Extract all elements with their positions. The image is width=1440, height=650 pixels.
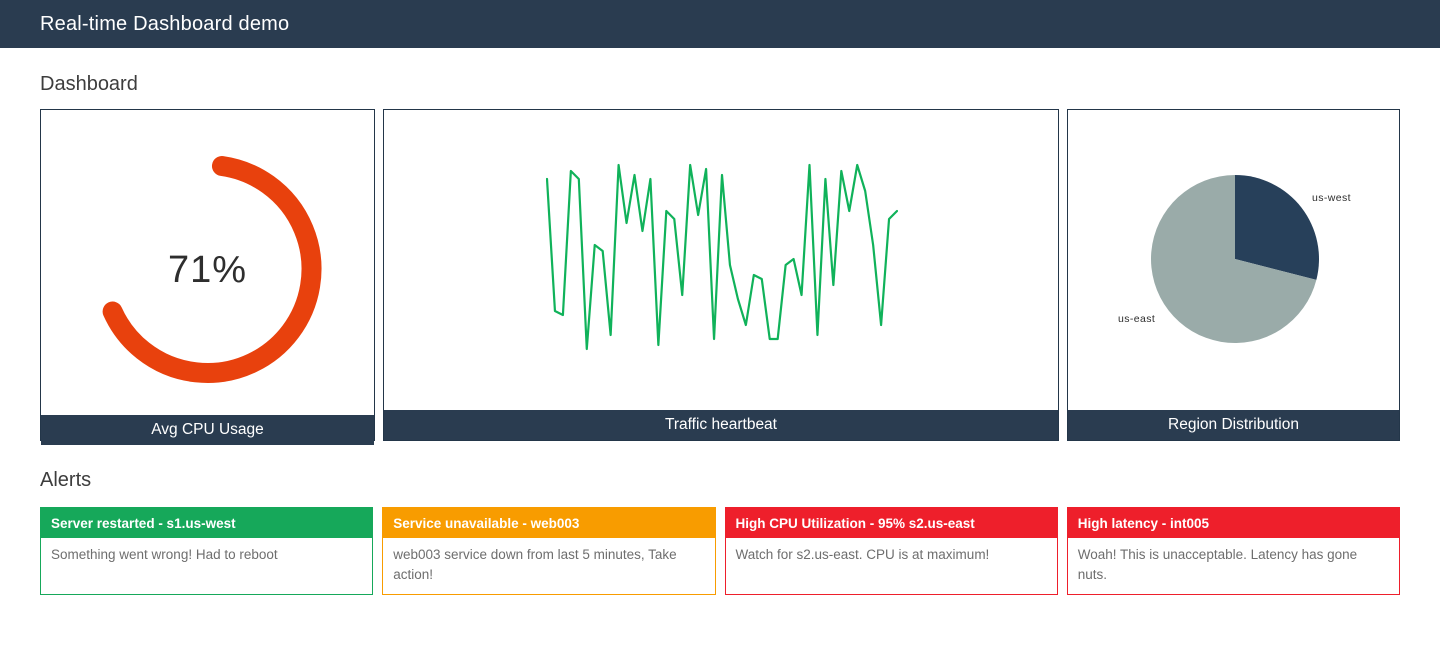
pie-label-us-east: us-east (1118, 313, 1156, 325)
gauge-value: 71% (167, 249, 248, 291)
alert-message: Woah! This is unacceptable. Latency has … (1077, 547, 1358, 582)
region-pie-chart (1150, 175, 1319, 343)
app-title: Real-time Dashboard demo (40, 12, 290, 35)
main-content: Dashboard 71% Avg CPU Usage Traffic hear… (0, 73, 1440, 595)
section-title-dashboard: Dashboard (40, 73, 138, 95)
alert-title: High latency - int005 (1067, 508, 1399, 538)
alert-card-high-cpu: High CPU Utilization - 95% s2.us-east Wa… (724, 507, 1058, 595)
alert-title: High CPU Utilization - 95% s2.us-east (725, 508, 1057, 538)
alert-message: web003 service down from last 5 minutes,… (393, 547, 677, 582)
alert-card-high-latency: High latency - int005 Woah! This is unac… (1066, 507, 1400, 595)
alert-card-service-unavailable: Service unavailable - web003 web003 serv… (382, 507, 716, 595)
traffic-heartbeat-body (384, 110, 1058, 410)
app-header: Real-time Dashboard demo (0, 0, 1440, 48)
alert-title: Server restarted - s1.us-west (41, 508, 373, 538)
cpu-gauge-panel: 71% Avg CPU Usage (40, 109, 375, 445)
alert-message: Watch for s2.us-east. CPU is at maximum! (735, 547, 990, 562)
region-distribution-panel: us-west us-east Region Distribution (1067, 109, 1400, 441)
alert-message: Something went wrong! Had to reboot (51, 547, 278, 562)
alert-title: Service unavailable - web003 (383, 508, 715, 538)
section-title-alerts: Alerts (40, 469, 92, 491)
dashboard-panel-row: 71% Avg CPU Usage Traffic heartbeat us-w… (40, 109, 1400, 445)
traffic-line-chart (546, 163, 898, 351)
panel-title-traffic: Traffic heartbeat (384, 410, 1058, 440)
alerts-row: Server restarted - s1.us-west Something … (40, 507, 1400, 595)
alert-card-server-restarted: Server restarted - s1.us-west Something … (40, 507, 374, 595)
cpu-gauge-body: 71% (41, 110, 374, 415)
traffic-heartbeat-panel: Traffic heartbeat (383, 109, 1059, 441)
cpu-gauge-chart (102, 156, 322, 383)
panel-title-region: Region Distribution (1068, 410, 1399, 440)
pie-label-us-west: us-west (1312, 192, 1351, 204)
panel-title-cpu: Avg CPU Usage (41, 415, 374, 445)
region-distribution-body: us-west us-east (1068, 110, 1399, 410)
